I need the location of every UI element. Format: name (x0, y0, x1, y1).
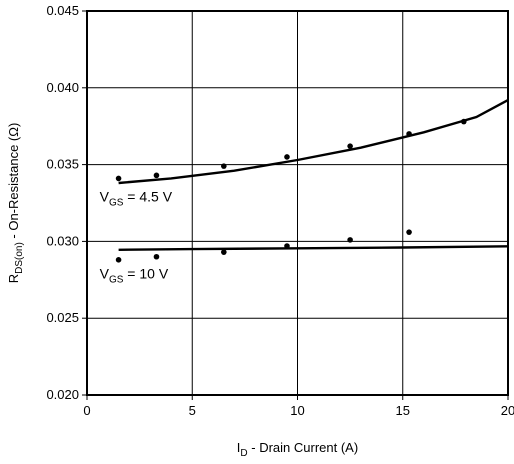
label-rest: - Drain Current (A) (248, 440, 359, 455)
label-main: V (100, 265, 110, 281)
label-main: I (237, 440, 241, 455)
x-tick-label: 0 (83, 403, 90, 418)
x-tick-label: 20 (501, 403, 514, 418)
data-point (347, 237, 353, 243)
y-tick-label: 0.045 (46, 3, 79, 18)
label-subscript: DS(on) (14, 242, 25, 274)
y-tick-label: 0.025 (46, 310, 79, 325)
data-point (284, 243, 290, 249)
series-1 (115, 99, 509, 185)
data-point (284, 154, 290, 160)
label-rest: - On-Resistance (Ω) (6, 123, 21, 243)
data-point (115, 175, 122, 182)
series-label-1: VGS = 4.5 V (100, 188, 173, 208)
data-point (460, 118, 467, 125)
x-tick-label: 10 (290, 403, 304, 418)
y-tick-label: 0.035 (46, 157, 79, 172)
label-main: V (100, 188, 110, 204)
data-point (115, 257, 122, 263)
data-point (153, 253, 160, 260)
label-rest: = 10 V (123, 265, 168, 281)
x-tick-label: 15 (396, 403, 410, 418)
data-point (347, 143, 353, 149)
y-axis-label: RDS(on) - On-Resistance (Ω) (6, 123, 25, 284)
label-rest: = 4.5 V (123, 188, 172, 204)
label-subscript: GS (109, 197, 124, 208)
data-point (153, 172, 160, 179)
series-fit-line (118, 245, 509, 251)
data-point (221, 249, 227, 255)
series-group (115, 99, 509, 263)
grid-lines (87, 11, 508, 395)
label-subscript: GS (109, 274, 124, 285)
label-subscript: D (240, 448, 247, 459)
series-fit-line (118, 99, 509, 185)
ticks: 0 5 10 15 20 0.020 0.025 0.030 0.035 0.040 0.045 (46, 3, 514, 418)
data-point (406, 131, 412, 137)
data-point (221, 163, 227, 169)
label-main: R (6, 274, 21, 283)
x-tick-label: 5 (189, 403, 196, 418)
y-tick-label: 0.040 (46, 80, 79, 95)
y-tick-label: 0.020 (46, 387, 79, 402)
y-tick-label: 0.030 (46, 233, 79, 248)
series-2 (115, 229, 509, 263)
x-axis-label: ID - Drain Current (A) (237, 440, 358, 459)
series-label-2: VGS = 10 V (100, 265, 169, 285)
data-point (406, 229, 412, 235)
